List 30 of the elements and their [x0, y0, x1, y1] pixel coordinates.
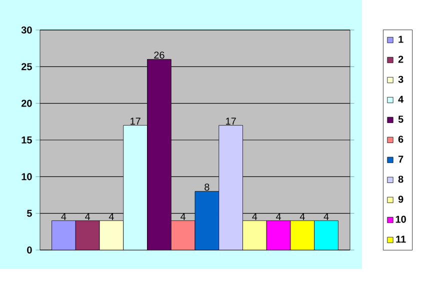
data-label: 4: [324, 213, 329, 220]
legend-label: 8: [398, 176, 404, 183]
legend-label: 6: [398, 136, 404, 143]
y-tick-label: 25: [21, 63, 32, 70]
data-label: 4: [300, 213, 305, 220]
data-label: 4: [276, 213, 282, 220]
data-label: 4: [108, 213, 114, 220]
y-tick-label: 0: [27, 246, 32, 254]
legend-label: 1: [398, 36, 404, 43]
data-label: 4: [252, 213, 258, 220]
data-label: 17: [226, 118, 236, 125]
y-tick-label: 15: [22, 136, 32, 144]
y-tick-label: 10: [22, 173, 32, 180]
data-label: 4: [180, 213, 186, 220]
y-tick-label: 5: [27, 210, 32, 217]
legend-label: 3: [398, 76, 404, 83]
data-label: 17: [130, 118, 140, 125]
legend-label: 10: [396, 216, 406, 223]
legend-label: 4: [398, 96, 404, 103]
legend-label: 11: [396, 236, 406, 243]
legend-label: 7: [398, 156, 404, 163]
data-label: 4: [61, 213, 66, 220]
data-label: 26: [154, 52, 164, 59]
legend-label: 9: [398, 196, 404, 203]
y-tick-label: 20: [21, 100, 32, 107]
legend-label: 5: [398, 116, 404, 123]
data-label: 4: [85, 213, 90, 220]
legend-label: 2: [398, 56, 404, 63]
data-label: 8: [204, 184, 210, 191]
y-tick-label: 30: [21, 26, 32, 34]
